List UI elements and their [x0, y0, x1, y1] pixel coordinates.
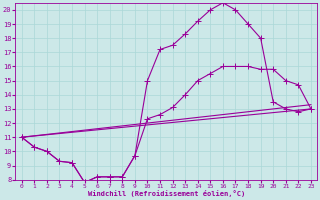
- X-axis label: Windchill (Refroidissement éolien,°C): Windchill (Refroidissement éolien,°C): [88, 190, 245, 197]
